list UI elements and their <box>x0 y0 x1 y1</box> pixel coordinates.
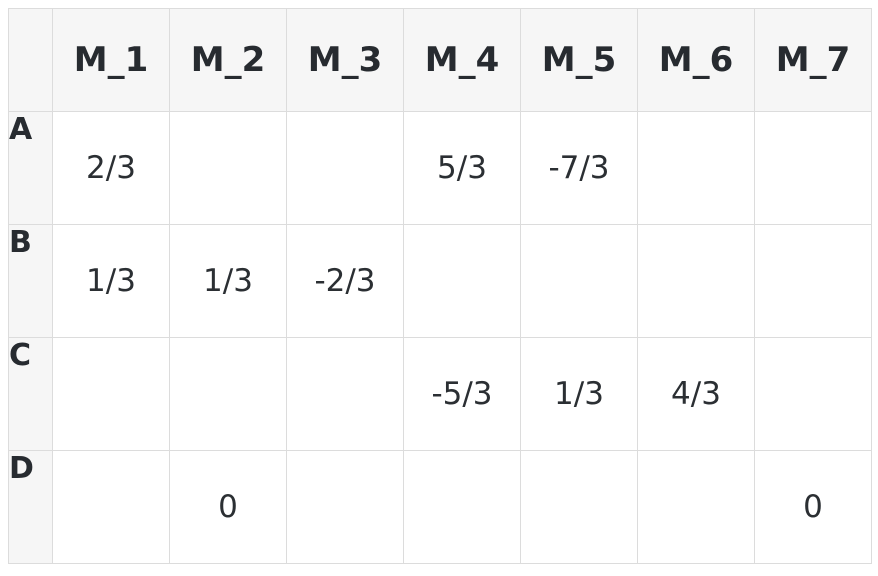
cell-b-m4 <box>403 224 521 338</box>
cell-a-m5: -7/3 <box>520 111 638 225</box>
data-table: M_1 M_2 M_3 M_4 M_5 M_6 M_7 A 2/3 5/3 -7… <box>8 8 872 564</box>
column-header-m3: M_3 <box>286 8 404 112</box>
cell-b-m1: 1/3 <box>52 224 170 338</box>
table-row-a: A 2/3 5/3 -7/3 <box>8 111 872 225</box>
table-row-b: B 1/3 1/3 -2/3 <box>8 224 872 338</box>
cell-b-m7 <box>754 224 872 338</box>
cell-b-m5 <box>520 224 638 338</box>
column-header-m6: M_6 <box>637 8 755 112</box>
cell-a-m7 <box>754 111 872 225</box>
cell-b-m6 <box>637 224 755 338</box>
cell-d-m2: 0 <box>169 450 287 564</box>
column-header-m2: M_2 <box>169 8 287 112</box>
cell-c-m1 <box>52 337 170 451</box>
cell-d-m4 <box>403 450 521 564</box>
row-header-d: D <box>8 450 53 564</box>
cell-a-m1: 2/3 <box>52 111 170 225</box>
column-header-m4: M_4 <box>403 8 521 112</box>
table-row-c: C -5/3 1/3 4/3 <box>8 337 872 451</box>
cell-c-m4: -5/3 <box>403 337 521 451</box>
cell-c-m2 <box>169 337 287 451</box>
cell-a-m4: 5/3 <box>403 111 521 225</box>
corner-cell <box>8 8 53 112</box>
cell-a-m2 <box>169 111 287 225</box>
cell-b-m2: 1/3 <box>169 224 287 338</box>
row-header-c: C <box>8 337 53 451</box>
cell-d-m3 <box>286 450 404 564</box>
cell-d-m1 <box>52 450 170 564</box>
table-row-d: D 0 0 <box>8 450 872 564</box>
column-header-m1: M_1 <box>52 8 170 112</box>
cell-c-m3 <box>286 337 404 451</box>
cell-a-m3 <box>286 111 404 225</box>
cell-a-m6 <box>637 111 755 225</box>
cell-b-m3: -2/3 <box>286 224 404 338</box>
row-header-b: B <box>8 224 53 338</box>
row-header-a: A <box>8 111 53 225</box>
cell-c-m6: 4/3 <box>637 337 755 451</box>
column-header-m7: M_7 <box>754 8 872 112</box>
cell-d-m6 <box>637 450 755 564</box>
cell-c-m7 <box>754 337 872 451</box>
cell-c-m5: 1/3 <box>520 337 638 451</box>
cell-d-m5 <box>520 450 638 564</box>
column-header-m5: M_5 <box>520 8 638 112</box>
cell-d-m7: 0 <box>754 450 872 564</box>
header-row: M_1 M_2 M_3 M_4 M_5 M_6 M_7 <box>8 8 872 112</box>
